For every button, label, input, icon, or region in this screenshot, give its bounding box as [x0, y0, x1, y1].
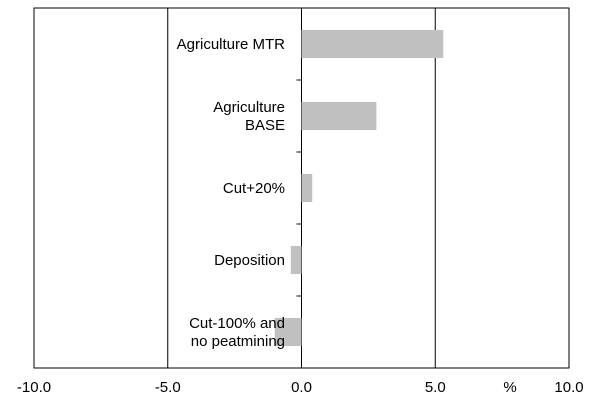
bar: [274, 318, 302, 346]
y-tick-label: Agriculture BASE: [213, 99, 285, 134]
bar: [301, 30, 444, 58]
x-tick-label: -10.0: [17, 379, 51, 396]
bar: [301, 102, 377, 130]
y-tick-label: Cut+20%: [223, 180, 285, 197]
x-tick-label: 0.0: [291, 379, 312, 396]
plot-frame: [33, 7, 570, 369]
y-tick-label: Cut-100% and no peatmining: [189, 315, 285, 350]
y-tick-label: Agriculture MTR: [177, 36, 286, 53]
x-axis-label: %: [503, 379, 516, 396]
bar: [290, 246, 302, 274]
x-tick-label: 5.0: [425, 379, 446, 396]
bar: [301, 174, 313, 202]
x-tick-label: 10.0: [554, 379, 583, 396]
x-tick-label: -5.0: [155, 379, 181, 396]
y-tick-label: Deposition: [214, 252, 285, 269]
